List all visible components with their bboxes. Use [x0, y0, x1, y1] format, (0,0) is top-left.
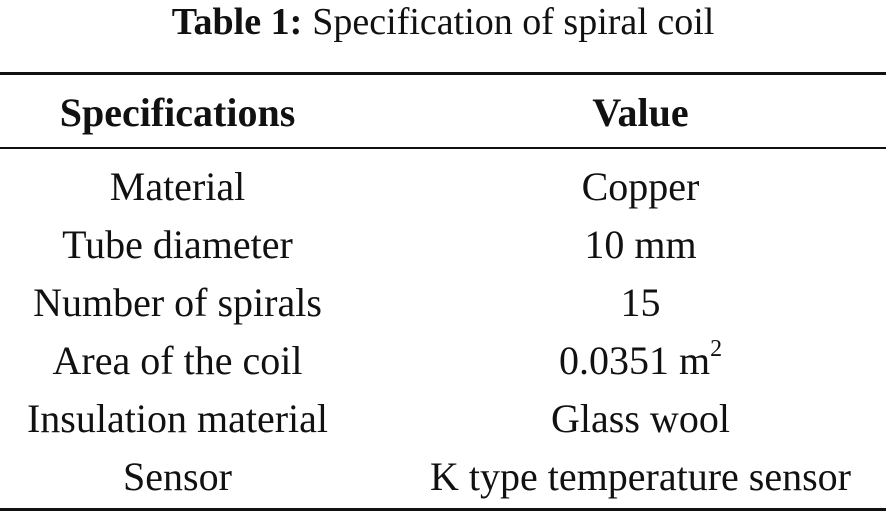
- spec-cell: Number of spirals: [33, 280, 322, 325]
- spec-cell: Tube diameter: [62, 222, 293, 267]
- spec-cell: Material: [109, 164, 246, 209]
- caption-title: Specification of spiral coil: [312, 1, 715, 43]
- value-text: 10 mm: [584, 222, 697, 267]
- value-cell: 15: [395, 274, 886, 332]
- table-row: Sensor K type temperature sensor: [0, 448, 886, 506]
- table-row: Material Copper: [0, 158, 886, 216]
- value-cell: K type temperature sensor: [395, 448, 886, 506]
- value-cell: Glass wool: [395, 390, 886, 448]
- table-row: Area of the coil 0.0351 m2: [0, 332, 886, 390]
- unit-exponent: 2: [710, 335, 723, 362]
- value-text: K type temperature sensor: [430, 454, 851, 499]
- table-caption: Table 1: Specification of spiral coil: [0, 0, 886, 44]
- value-cell: Copper: [395, 158, 886, 216]
- table-row: Insulation material Glass wool: [0, 390, 886, 448]
- spec-cell: Sensor: [123, 454, 232, 499]
- table-row: Tube diameter 10 mm: [0, 216, 886, 274]
- header-value: Value: [592, 90, 689, 135]
- table-row: Number of spirals 15: [0, 274, 886, 332]
- top-rule: [0, 72, 886, 75]
- spec-cell: Area of the coil: [52, 338, 303, 383]
- value-cell: 10 mm: [395, 216, 886, 274]
- table-header-row: Specifications Value: [0, 88, 886, 138]
- header-rule: [0, 147, 886, 149]
- value-text: Glass wool: [551, 396, 730, 441]
- value-cell: 0.0351 m2: [395, 332, 886, 390]
- caption-label: Table 1:: [171, 1, 303, 43]
- value-text: 0.0351 m: [558, 338, 711, 383]
- spec-cell: Insulation material: [26, 396, 328, 441]
- value-text: Copper: [581, 164, 700, 209]
- header-specifications: Specifications: [59, 90, 296, 135]
- bottom-rule: [0, 508, 886, 511]
- table-body: Material Copper Tube diameter 10 mm Numb…: [0, 158, 886, 506]
- value-text: 15: [620, 280, 661, 325]
